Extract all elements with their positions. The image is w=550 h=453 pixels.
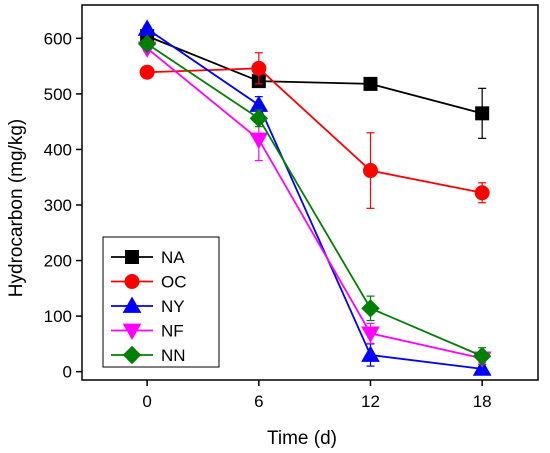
x-axis-ticks: 0 6 12 18 (142, 380, 492, 411)
series-na (140, 28, 490, 139)
series-na-point (363, 76, 378, 91)
series-nn-point (361, 299, 380, 318)
legend-label-oc: OC (161, 273, 187, 292)
y-tick-label: 600 (44, 29, 72, 48)
series-oc (139, 52, 490, 209)
series-nn (137, 34, 492, 366)
legend-label-nn: NN (161, 346, 186, 365)
series-ny-point (361, 345, 380, 362)
series-ny (137, 19, 492, 376)
series-na-line (146, 35, 483, 115)
x-axis-label: Time (d) (267, 428, 337, 449)
series-nn-point (249, 109, 269, 128)
legend-item-oc: OC (111, 273, 187, 292)
legend-marker-nn (122, 345, 142, 365)
series-oc-point (474, 185, 490, 201)
series-na-point (475, 106, 490, 121)
legend-item-na: NA (111, 248, 185, 267)
y-axis-label: Hydrocarbon (mg/kg) (6, 119, 27, 297)
series-group (137, 19, 492, 376)
series-oc-point (251, 60, 267, 76)
y-tick-label: 500 (44, 85, 72, 104)
x-tick-label: 0 (142, 392, 151, 411)
x-tick-label: 12 (361, 392, 380, 411)
plot-frame-group (81, 4, 539, 381)
x-tick-label: 6 (254, 392, 263, 411)
legend-label-nf: NF (161, 322, 184, 341)
y-tick-label: 300 (44, 196, 72, 215)
y-axis-ticks: 0 100 200 300 400 500 600 (44, 29, 82, 382)
legend-marker-oc (124, 274, 140, 289)
legend-label-ny: NY (161, 297, 185, 316)
x-tick-label: 18 (473, 392, 492, 411)
legend-item-ny: NY (111, 296, 185, 316)
series-nf-point (249, 132, 269, 149)
y-tick-label: 400 (44, 140, 72, 159)
series-nn-point (137, 34, 157, 54)
series-nf-point (361, 326, 380, 343)
legend-label-na: NA (161, 248, 185, 267)
legend: NA OC NY NF NN (102, 236, 220, 368)
series-nn-line (146, 43, 483, 357)
series-oc-point (362, 163, 378, 179)
y-tick-label: 100 (44, 307, 72, 326)
legend-marker-na (125, 250, 139, 264)
series-ny-point (137, 19, 157, 36)
y-tick-label: 0 (63, 363, 72, 382)
series-ny-line (146, 28, 483, 370)
series-oc-point (139, 64, 155, 80)
legend-box (102, 236, 220, 368)
y-tick-label: 200 (44, 252, 72, 271)
legend-item-nf: NF (111, 322, 184, 341)
legend-item-nn: NN (111, 345, 186, 365)
series-nn-point (472, 346, 492, 366)
plot-frame (81, 4, 539, 381)
series-oc-line (147, 67, 483, 194)
legend-marker-ny (122, 296, 142, 313)
series-nf-line (146, 47, 483, 360)
legend-marker-nf (122, 323, 142, 341)
